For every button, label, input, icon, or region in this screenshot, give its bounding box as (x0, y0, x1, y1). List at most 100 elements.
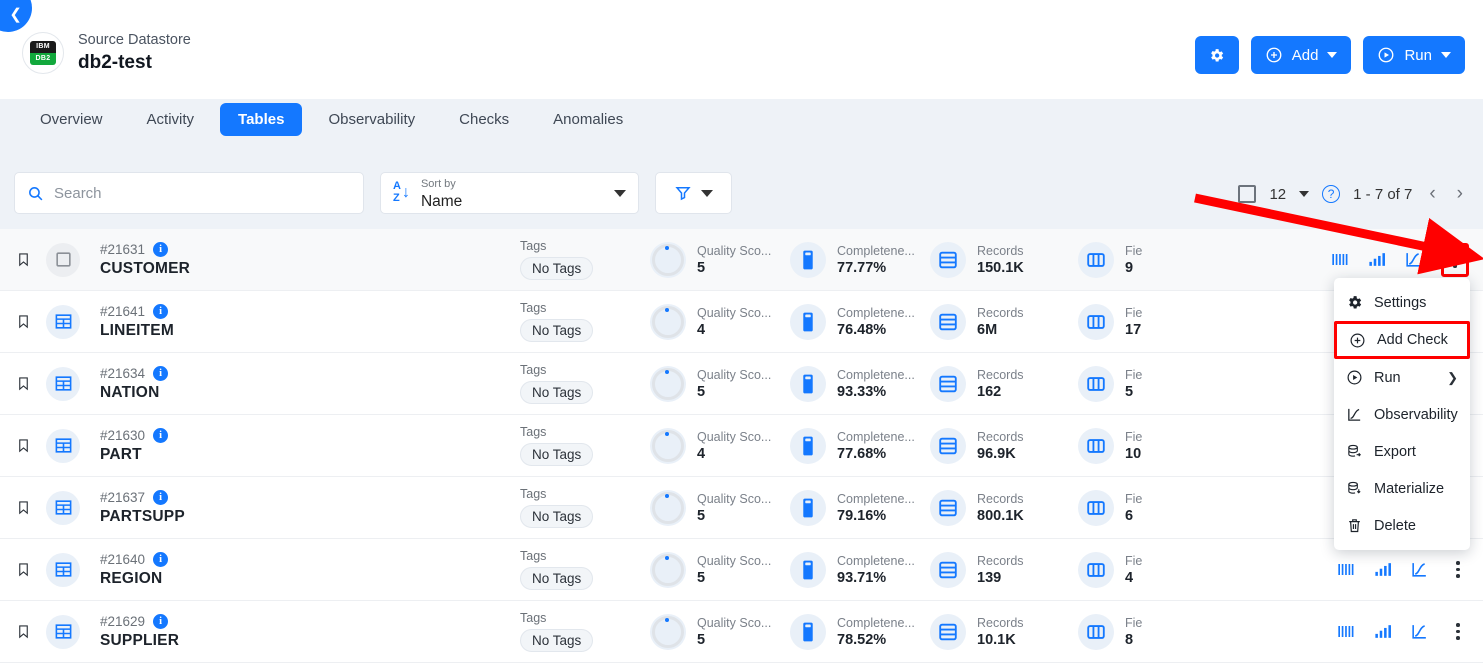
tab-observability[interactable]: Observability (328, 111, 416, 128)
info-icon[interactable]: i (153, 613, 169, 629)
table-name: CUSTOMER (100, 259, 191, 277)
menu-item-delete[interactable]: Delete (1334, 507, 1470, 544)
tab-overview[interactable]: Overview (40, 111, 103, 128)
bookmark-icon[interactable] (0, 623, 46, 640)
search-box[interactable] (14, 172, 364, 214)
table-row[interactable]: #21637 i PARTSUPP Tags No Tags Quality S… (0, 477, 1483, 539)
table-grid-icon (46, 490, 80, 525)
menu-item-materialize[interactable]: Materialize (1334, 470, 1470, 507)
bookmark-icon[interactable] (0, 437, 46, 454)
row-actions (1336, 619, 1469, 645)
profile-icon[interactable] (1336, 560, 1355, 579)
prev-page-button[interactable]: ‹ (1429, 183, 1436, 204)
fields-value: 10 (1125, 445, 1142, 462)
fields-label: Fie (1125, 243, 1143, 258)
fields-value: 5 (1125, 383, 1134, 400)
table-row[interactable]: #21641 i LINEITEM Tags No Tags Quality S… (0, 291, 1483, 353)
info-icon[interactable]: i (153, 427, 169, 443)
table-name-cell: #21631 i CUSTOMER (100, 241, 520, 278)
bar-chart-icon[interactable] (1373, 560, 1392, 579)
quality-donut-icon (650, 303, 686, 340)
completeness-label: Completene... (837, 553, 915, 568)
completeness-label: Completene... (837, 367, 915, 382)
menu-item-settings[interactable]: Settings (1334, 284, 1470, 321)
trend-chart-icon[interactable] (1404, 250, 1423, 269)
tag-badge[interactable]: No Tags (520, 505, 594, 528)
table-row[interactable]: #21631 i CUSTOMER Tags No Tags Quality S… (0, 229, 1483, 291)
bookmark-icon[interactable] (0, 251, 46, 268)
help-icon[interactable]: ? (1322, 185, 1341, 203)
metric-fields: Fie 5 (1078, 365, 1178, 402)
table-name-cell: #21641 i LINEITEM (100, 303, 520, 340)
info-icon[interactable]: i (153, 365, 169, 381)
table-row[interactable]: #21629 i SUPPLIER Tags No Tags Quality S… (0, 601, 1483, 663)
tab-tables[interactable]: Tables (220, 103, 303, 136)
table-id: #21631 (100, 241, 146, 257)
completeness-icon (790, 489, 826, 526)
menu-item-export[interactable]: Export (1334, 433, 1470, 470)
bookmark-icon[interactable] (0, 561, 46, 578)
records-label: Records (977, 305, 1024, 320)
select-all-checkbox[interactable] (1238, 185, 1257, 203)
more-options-icon[interactable] (1447, 557, 1469, 583)
info-icon[interactable]: i (153, 303, 169, 319)
records-value: 800.1K (977, 507, 1024, 524)
tab-checks[interactable]: Checks (459, 111, 510, 128)
add-button[interactable]: Add (1250, 36, 1352, 74)
profile-icon[interactable] (1336, 622, 1355, 641)
filter-button[interactable] (655, 172, 732, 214)
tags-label: Tags (520, 301, 547, 315)
info-icon[interactable]: i (153, 241, 169, 257)
profile-icon[interactable] (1330, 250, 1349, 269)
back-button[interactable]: ❮ (0, 0, 32, 32)
tag-badge[interactable]: No Tags (520, 629, 594, 652)
trend-chart-icon[interactable] (1410, 622, 1429, 641)
table-name-cell: #21630 i PART (100, 427, 520, 464)
records-label: Records (977, 429, 1024, 444)
more-options-icon[interactable] (1441, 242, 1469, 277)
tag-badge[interactable]: No Tags (520, 567, 594, 590)
table-name: SUPPLIER (100, 631, 180, 649)
trash-icon (1346, 517, 1363, 534)
bar-chart-icon[interactable] (1367, 250, 1386, 269)
menu-item-add-check[interactable]: Add Check (1334, 321, 1470, 359)
search-input[interactable] (54, 184, 351, 202)
bookmark-icon[interactable] (0, 313, 46, 330)
page-title: db2-test (78, 52, 152, 74)
datastore-kicker: Source Datastore (78, 32, 191, 48)
bar-chart-icon[interactable] (1373, 622, 1392, 641)
quality-score-value: 4 (697, 445, 706, 462)
tag-badge[interactable]: No Tags (520, 381, 594, 404)
bookmark-icon[interactable] (0, 499, 46, 516)
info-icon[interactable]: i (153, 489, 169, 505)
table-row[interactable]: #21630 i PART Tags No Tags Quality Sco..… (0, 415, 1483, 477)
page-size-chevron-down-icon[interactable] (1299, 191, 1310, 197)
table-row[interactable]: #21634 i NATION Tags No Tags Quality Sco… (0, 353, 1483, 415)
settings-button[interactable] (1194, 36, 1239, 74)
menu-item-label: Run (1374, 369, 1401, 386)
records-label: Records (977, 367, 1024, 382)
menu-item-observability[interactable]: Observability (1334, 396, 1470, 433)
bookmark-icon[interactable] (0, 375, 46, 392)
table-row[interactable]: #21640 i REGION Tags No Tags Quality Sco… (0, 539, 1483, 601)
info-icon[interactable]: i (153, 551, 169, 567)
more-options-icon[interactable] (1447, 619, 1469, 645)
chevron-down-icon (1441, 52, 1451, 58)
fields-icon (1078, 427, 1114, 464)
tab-activity[interactable]: Activity (146, 111, 195, 128)
menu-item-run[interactable]: Run ❯ (1334, 359, 1470, 396)
tab-anomalies[interactable]: Anomalies (553, 111, 624, 128)
trend-chart-icon[interactable] (1410, 560, 1429, 579)
completeness-label: Completene... (837, 615, 915, 630)
tag-badge[interactable]: No Tags (520, 319, 594, 342)
records-value: 96.9K (977, 445, 1016, 462)
tag-badge[interactable]: No Tags (520, 443, 594, 466)
menu-item-label: Add Check (1377, 332, 1448, 348)
tags-cell: Tags No Tags (520, 239, 650, 280)
tag-badge[interactable]: No Tags (520, 257, 594, 280)
metric-records: Records 162 (930, 365, 1078, 402)
run-button[interactable]: Run (1363, 36, 1465, 74)
next-page-button[interactable]: › (1456, 183, 1463, 204)
